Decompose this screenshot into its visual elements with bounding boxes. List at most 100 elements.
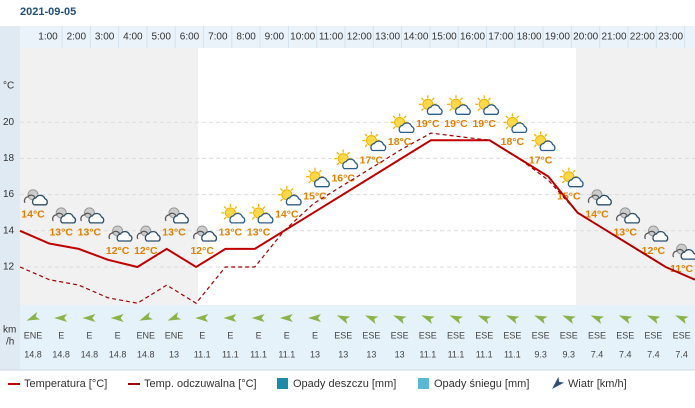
cloud [285,194,302,206]
wind-speed: 11.1 [476,349,493,359]
hour-label: 8:00 [236,32,256,43]
weather-icon [559,167,584,188]
temp-line [19,139,695,281]
sun-ray [544,133,548,137]
sun-ray [505,126,509,130]
wind-speed: 7.4 [675,349,688,359]
wind-arrow [590,315,605,324]
hour-label: 7:00 [208,32,228,43]
sun-ray [364,144,368,148]
y-tick-label: 12 [3,262,15,273]
temp-label: 12°C [106,245,130,257]
weather-icon [52,207,77,224]
hour-label: 19:00 [545,32,570,43]
wind-speed: 11.1 [222,349,239,359]
wind-speed: 7.4 [591,349,604,359]
legend-swatch [418,378,429,389]
wind-direction: E [115,330,121,340]
hour-label: 2:00 [67,32,87,43]
wind-direction: E [86,330,92,340]
temp-label: 19°C [472,118,496,130]
weather-icon [277,185,302,206]
weather-icon [249,203,274,224]
cloud-back [672,248,685,258]
sun-ray [449,97,453,101]
wind-arrow [505,315,520,324]
sun-ray [346,151,351,155]
cloud-back [587,194,600,204]
wind-arrow [139,312,153,321]
wind-arrow [195,314,209,322]
wind-speed: 9.3 [563,349,576,359]
weather-icon [193,225,218,242]
legend-label: Wiatr [km/h] [568,378,627,390]
y-tick-label: 20 [3,117,15,128]
cloud-back [164,212,177,222]
cloud [454,104,471,115]
wind-direction: ESE [475,330,493,340]
wind-speed: 14.8 [24,349,42,359]
wind-arrow [421,315,435,324]
sun-ray [392,126,396,130]
hour-label: 17:00 [488,32,513,43]
sun-ray [572,169,576,173]
wind-direction: E [312,330,318,340]
sun-ray [459,97,463,101]
weather-icon [23,189,48,206]
cloud-back [80,212,92,222]
wind-arrow [562,315,576,324]
cloud [483,104,500,115]
axis-strip [0,26,20,370]
wind-speed: 14.8 [137,349,155,359]
y-tick-label: 16 [3,189,15,200]
wind-direction: ESE [334,330,352,340]
wind-speed: 13 [366,349,376,359]
cloud [398,122,415,134]
wind-direction: E [58,330,64,340]
wind-arrow [251,314,265,322]
wind-arrow [336,315,351,324]
legend-label: Opady śniegu [mm] [434,378,529,390]
wind-speed: 14.8 [109,349,127,359]
temp-label: 13°C [613,227,637,239]
sun-ray [477,97,481,101]
hour-label: 10:00 [290,32,315,43]
sun-ray [449,108,453,112]
weather-icon [390,113,415,134]
hour-label: 18:00 [517,32,542,43]
cloud-back [108,230,121,240]
weather-icon [164,207,189,224]
cloud [116,230,133,242]
wind-arrow [449,315,464,324]
sun-ray [262,206,266,210]
sun-ray [477,108,481,112]
wind-direction: E [227,330,233,340]
temp-label: 18°C [501,136,525,148]
cloud [539,140,556,152]
wind-arrow [26,312,41,321]
sun-ray [392,115,396,119]
cloud-back [193,230,205,240]
wind-speed: 7.4 [619,349,632,359]
weather-icon [306,167,330,188]
sun-ray [561,169,566,173]
wind-speed: 13 [395,349,405,359]
night-band [576,48,695,305]
cloud-back [616,212,628,222]
wind-speed: 11.1 [419,349,436,359]
wind-unit: km [3,325,16,336]
wind-speed: 14.8 [52,349,70,359]
weather-icon [334,149,359,170]
sun-ray [516,115,520,119]
legend-label: Temperatura [°C] [24,378,107,390]
cloud [595,194,612,206]
wind-direction: ESE [560,330,578,340]
weather-icon [503,113,528,134]
sun-ray [223,216,227,220]
temp-label: 17°C [529,154,553,166]
temp-label: 19°C [416,118,440,130]
weather-icon [616,207,641,224]
wind-speed: 14.8 [81,349,99,359]
temp-label: 12°C [642,245,666,257]
wind-arrow [364,315,379,324]
